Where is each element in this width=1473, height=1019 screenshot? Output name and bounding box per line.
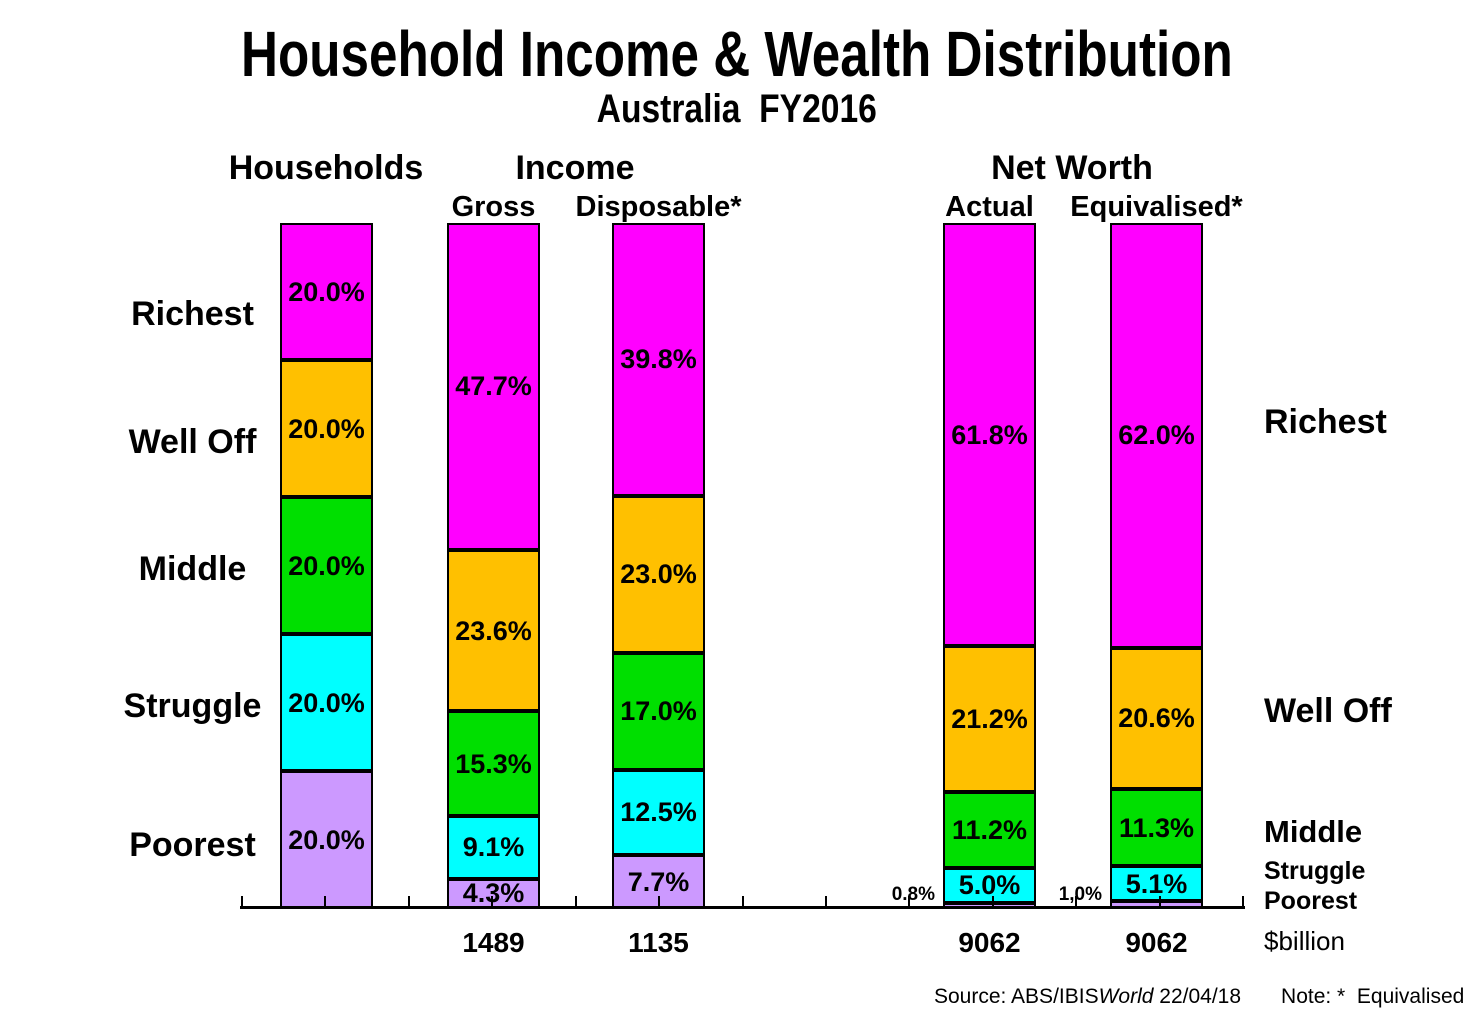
segment-label-actual-well_off: 21.2% [951,703,1028,734]
bar-equivalised: 62.0% 20.6% 11.3% 5.1% [1110,223,1203,908]
segment-label-equivalised-middle: 11.3% [1118,812,1195,843]
segment-label-actual-middle: 11.2% [951,814,1028,845]
group-header-households: Households [228,149,424,187]
axis-tick [741,896,744,906]
tier-label-right-poorest: Poorest [1264,887,1358,915]
axis-tick [991,896,994,906]
segment-label-disposable-richest: 39.8% [620,344,697,375]
footer: Source: ABS/IBISWorld 22/04/18 Note: * E… [934,984,1464,1010]
tier-label-right-richest: Richest [1264,403,1387,441]
bar-total-gross: 1489 [462,927,525,958]
segment-label-disposable-middle: 17.0% [620,696,697,727]
tier-label-right-well-off: Well Off [1264,692,1392,730]
segment-label-actual-richest: 61.8% [951,419,1028,450]
bar-total-disposable: 1135 [628,927,689,958]
segment-label-households-well_off: 20.0% [288,413,365,444]
column-header-actual: Actual [945,191,1034,223]
bar-segment-equivalised-middle [1110,788,1203,867]
axis-tick [491,896,494,906]
segment-label-gross-poorest: 4.3% [462,878,525,909]
bar-segment-gross-well_off [447,549,540,712]
axis-tick [241,896,243,906]
segment-label-equivalised-struggle: 5.1% [1125,868,1188,899]
segment-label-equivalised-richest: 62.0% [1118,420,1195,451]
bar-segment-gross-richest [447,223,540,550]
bar-segment-households-middle [280,497,373,634]
bar-segment-actual-richest [943,223,1036,647]
group-header-income: Income [515,149,635,187]
axis-tick [407,896,410,906]
source-note: Source: ABS/IBISWorld 22/04/18 [934,984,1241,1010]
axis-tick [824,896,827,906]
segment-label-gross-well_off: 23.6% [455,615,532,646]
bar-disposable: 39.8% 23.0% 17.0% 12.5% 7.7% [612,223,705,908]
column-header-disposable: Disposable* [575,191,742,223]
bar-segment-actual-struggle [943,868,1036,903]
bar-segment-equivalised-richest [1110,223,1203,648]
bar-segment-disposable-struggle [612,769,705,856]
column-header-gross: Gross [451,191,536,223]
bar-segment-households-well_off [280,360,373,497]
bar-total-equivalised: 9062 [1125,927,1188,958]
tier-label-left-struggle: Struggle [123,687,262,725]
axis-tick [574,896,577,906]
segment-label-households-middle: 20.0% [288,550,365,581]
axis-tick [908,896,911,906]
segment-label-gross-struggle: 9.1% [462,832,525,863]
axis-tick [324,896,327,906]
axis-unit-label: $billion [1264,926,1345,956]
chart-subtitle-text: Australia FY2016 [596,87,877,131]
column-header-equivalised: Equivalised* [1070,191,1243,223]
bar-total-actual: 9062 [958,927,1021,958]
tier-label-right-struggle: Struggle [1264,857,1366,885]
segment-label-households-richest: 20.0% [288,276,365,307]
bar-households: 20.0% 20.0% 20.0% 20.0% 20.0% [280,223,373,908]
bar-segment-disposable-well_off [612,495,705,654]
bar-segment-actual-well_off [943,646,1036,792]
segment-label-actual-struggle: 5.0% [958,870,1021,901]
bar-actual: 61.8% 21.2% 11.2% 5.0% [943,223,1036,908]
tier-label-left-richest: Richest [131,295,254,333]
group-header-net-worth: Net Worth [991,149,1153,187]
axis-tick [1158,896,1161,906]
segment-label-households-struggle: 20.0% [288,687,365,718]
bar-segment-disposable-middle [612,653,705,770]
equivalised-note: Note: * Equivalised [1281,985,1465,1008]
bar-segment-actual-middle [943,791,1036,869]
bar-gross: 47.7% 23.6% 15.3% 9.1% 4.3% [447,223,540,908]
segment-label-equivalised-well_off: 20.6% [1118,703,1195,734]
segment-label-gross-richest: 47.7% [455,371,532,402]
source-date: 22/04/18 [1153,985,1242,1008]
segment-label-households-poorest: 20.0% [288,824,365,855]
tier-label-left-well-off: Well Off [128,423,257,461]
segment-label-outside-actual-poorest: 0.8% [891,884,935,905]
chart-subtitle: Australia FY2016 [0,88,1473,130]
bar-segment-equivalised-struggle [1110,866,1203,902]
segment-label-outside-equivalised-poorest: 1,0% [1058,884,1102,905]
chart-title: Household Income & Wealth Distribution [0,18,1473,90]
segment-label-disposable-well_off: 23.0% [620,559,697,590]
x-axis-line [240,906,1245,909]
tier-label-right-middle: Middle [1264,814,1363,849]
segment-label-disposable-struggle: 12.5% [620,797,697,828]
axis-tick [1075,896,1078,906]
source-prefix: Source: ABS/IBIS [934,985,1099,1008]
bar-segment-gross-middle [447,711,540,817]
bar-segment-gross-poorest [447,878,540,908]
segment-label-disposable-poorest: 7.7% [627,866,690,897]
bar-segment-households-struggle [280,634,373,771]
bar-segment-gross-struggle [447,816,540,879]
bar-segment-households-richest [280,223,373,360]
chart-title-text: Household Income & Wealth Distribution [240,18,1233,90]
axis-tick [658,896,661,906]
source-brand: World [1098,985,1154,1008]
segment-label-gross-middle: 15.3% [455,748,532,779]
tier-label-left-poorest: Poorest [129,826,256,864]
bar-segment-households-poorest [280,771,373,908]
tier-label-left-middle: Middle [138,550,247,588]
bar-segment-equivalised-well_off [1110,647,1203,789]
axis-tick [1242,896,1244,906]
bar-segment-disposable-richest [612,223,705,496]
